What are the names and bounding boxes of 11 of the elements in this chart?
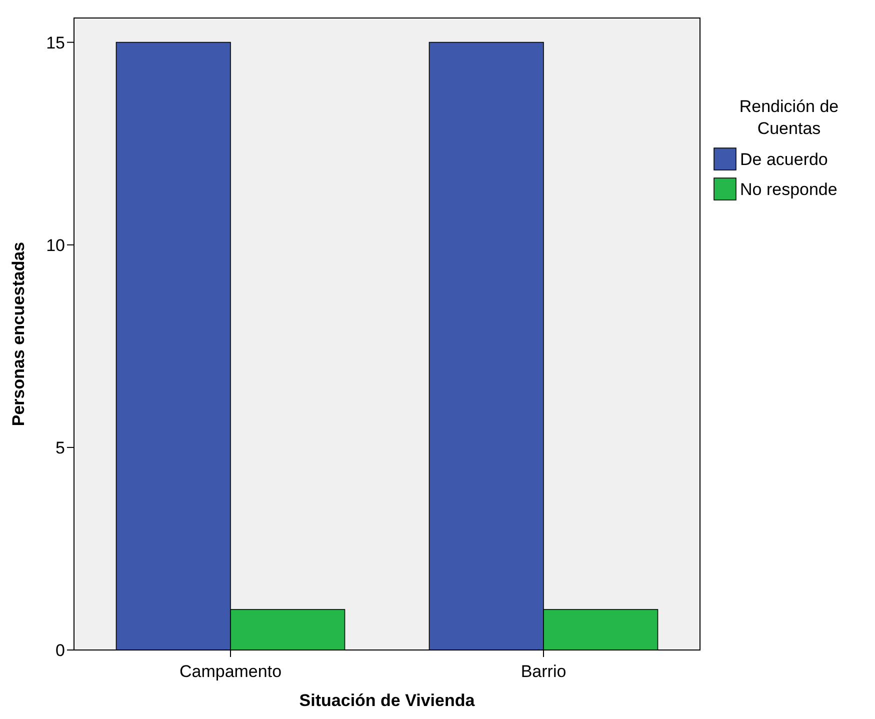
x-tick-label: Barrio: [520, 662, 566, 681]
legend-label: No responde: [740, 180, 838, 199]
y-axis-title: Personas encuestadas: [9, 242, 28, 426]
y-tick-label: 5: [56, 438, 65, 458]
y-tick-label: 10: [46, 236, 65, 255]
legend-title: Rendición de Cuentas: [739, 97, 839, 138]
legend-label: De acuerdo: [740, 150, 828, 169]
y-tick-label: 0: [56, 640, 65, 660]
y-tick-label: 15: [46, 33, 65, 52]
x-tick-label: Campamento: [179, 662, 282, 681]
x-axis-title: Situación de Vivienda: [299, 691, 476, 710]
